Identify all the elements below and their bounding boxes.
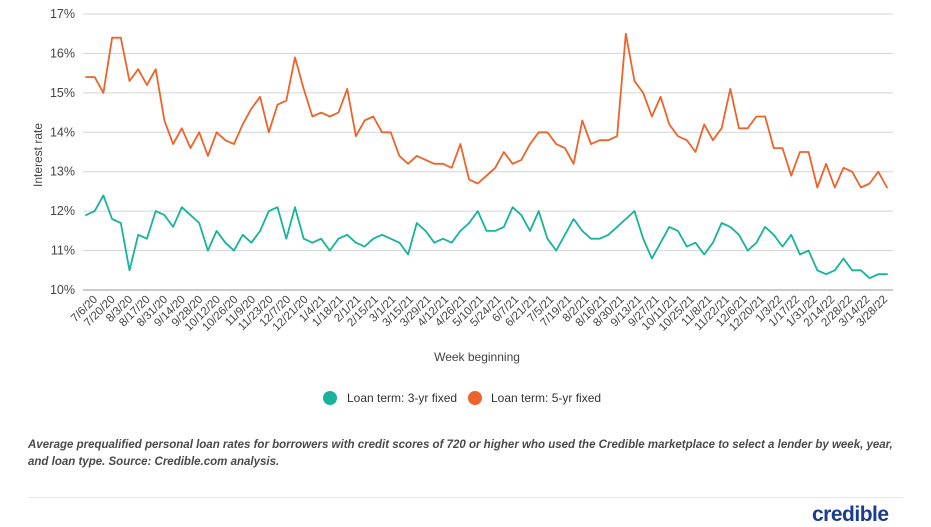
legend: Loan term: 3-yr fixed Loan term: 5-yr fi… xyxy=(323,391,601,405)
legend-item-5yr[interactable]: Loan term: 5-yr fixed xyxy=(468,391,601,405)
gridlines xyxy=(83,13,893,291)
x-tick-labels: 7/6/207/20/208/3/208/17/208/31/209/14/20… xyxy=(69,294,890,334)
legend-label-3yr: Loan term: 3-yr fixed xyxy=(347,391,457,405)
legend-swatch-5yr xyxy=(468,391,482,405)
y-tick-label: 17% xyxy=(50,7,75,21)
line-chart: 10% 11% 12% 13% 14% 15% 16% 17% 7/6/207/20/208/… xyxy=(31,7,893,405)
y-tick-label: 13% xyxy=(50,165,75,179)
y-tick-label: 14% xyxy=(50,125,75,139)
legend-swatch-3yr xyxy=(323,391,337,405)
legend-item-3yr[interactable]: Loan term: 3-yr fixed xyxy=(323,391,457,405)
chart-caption: Average prequalified personal loan rates… xyxy=(28,439,893,468)
y-tick-label: 16% xyxy=(50,46,75,60)
y-tick-label: 12% xyxy=(50,204,75,218)
x-axis-title: Week beginning xyxy=(434,350,520,364)
y-tick-label: 15% xyxy=(50,86,75,100)
legend-label-5yr: Loan term: 5-yr fixed xyxy=(491,391,601,405)
y-axis-title: Interest rate xyxy=(31,123,45,187)
series-line-3yr xyxy=(85,194,888,280)
series-line-5yr xyxy=(85,32,888,189)
footer-divider xyxy=(28,497,903,498)
y-tick-label: 10% xyxy=(50,283,75,297)
credible-logo: credible xyxy=(812,503,889,526)
y-tick-label: 11% xyxy=(51,244,75,258)
y-tick-labels: 10% 11% 12% 13% 14% 15% 16% 17% xyxy=(50,7,75,297)
series-lines xyxy=(85,32,888,280)
